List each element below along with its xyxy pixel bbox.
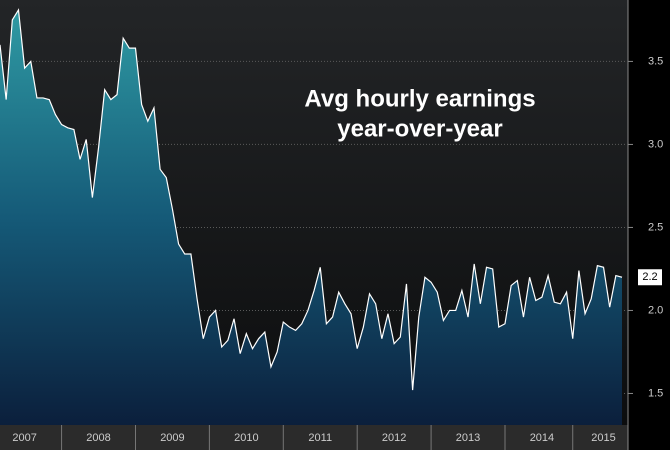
line xyxy=(0,8,623,391)
y-tick-label: 1.5 xyxy=(648,387,663,399)
area xyxy=(0,9,622,425)
x-tick-label: 2013 xyxy=(456,432,480,444)
x-tick-label: 2014 xyxy=(530,432,554,444)
last-value-label: 2.2 xyxy=(642,271,657,283)
chart-title: Avg hourly earnings xyxy=(304,85,535,112)
y-tick-label: 2.5 xyxy=(648,221,663,233)
x-tick-label: 2007 xyxy=(12,432,36,444)
last-value-box xyxy=(638,269,662,286)
x-axis-band xyxy=(0,425,628,450)
y-tick-label: 3.5 xyxy=(648,55,663,67)
x-tick-label: 2015 xyxy=(591,432,615,444)
x-tick-label: 2008 xyxy=(86,432,110,444)
x-tick-label: 2009 xyxy=(160,432,184,444)
chart-title: year-over-year xyxy=(337,115,502,142)
y-tick-label: 2.0 xyxy=(648,304,663,316)
x-tick-label: 2010 xyxy=(234,432,258,444)
y-tick-label: 3.0 xyxy=(648,138,663,150)
x-tick-label: 2012 xyxy=(382,432,406,444)
x-tick-label: 2011 xyxy=(308,432,332,444)
